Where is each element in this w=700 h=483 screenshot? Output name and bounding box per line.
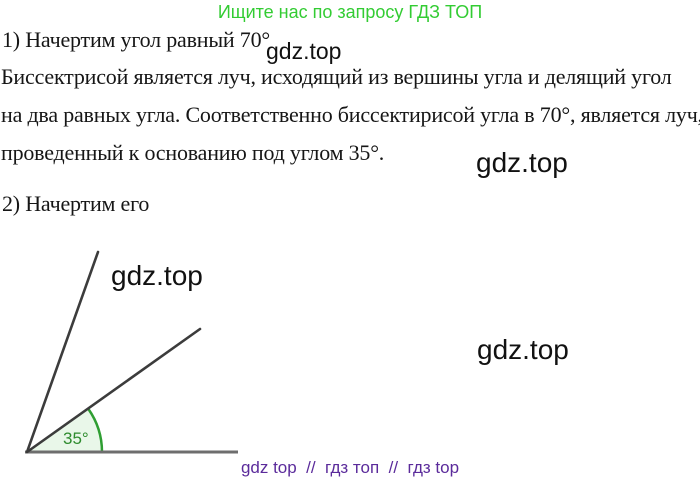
step-1-text: 1) Начертим угол равный 70° [2,27,270,52]
watermark-gdz-top-3: gdz.top [111,260,203,291]
body-line-3: проведенный к основанию под углом 35°. [1,140,385,165]
body-line-1: Биссектрисой является луч, исходящий из … [1,64,672,89]
watermark-gdz-top-2: gdz.top [476,147,568,178]
angle-35-wedge-fill [27,409,102,452]
angle-value-label: 35° [63,429,89,448]
upper-ray-70deg [25,250,100,454]
angle-35-arc [87,408,104,453]
watermark-gdz-top-4: gdz.top [477,334,569,365]
promo-banner-text: Ищите нас по запросу ГДЗ ТОП [217,2,483,22]
watermark-gdz-top-1: gdz.top [266,38,342,64]
bisector-ray-35deg [25,327,202,454]
body-line-2: на два равных угла. Соответственно биссе… [1,102,700,127]
angle-diagram: 35° [25,250,238,454]
step-2-text: 2) Начертим его [2,191,150,216]
footer-tags: gdz top // гдз топ // гдз top [240,458,460,477]
